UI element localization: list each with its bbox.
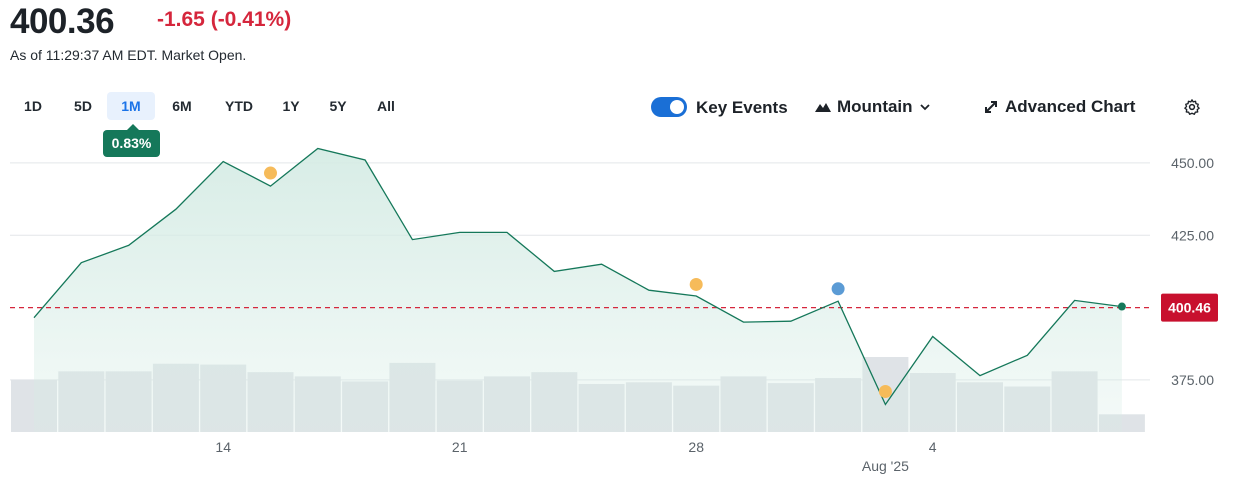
y-tick-label: 375.00: [1171, 372, 1214, 388]
price-change: -1.65 (-0.41%): [157, 8, 292, 31]
range-change-badge: 0.83%: [103, 124, 160, 157]
volume-bar: [815, 378, 862, 432]
range-tab-5y[interactable]: 5Y: [329, 98, 347, 114]
last-price-dot: [1117, 302, 1126, 311]
volume-bar: [294, 376, 341, 432]
volume-bar: [200, 364, 247, 432]
volume-bar: [531, 372, 578, 432]
advanced-chart-button[interactable]: Advanced Chart: [983, 97, 1135, 117]
volume-bar: [389, 362, 436, 432]
price-area-fill: [34, 148, 1122, 432]
chart-type-label: Mountain: [837, 97, 913, 116]
volume-bar: [957, 382, 1003, 432]
key-events-label[interactable]: Key Events: [696, 98, 788, 117]
volume-bar: [673, 385, 720, 432]
volume-bar: [862, 357, 909, 432]
range-tab-all[interactable]: All: [377, 98, 395, 114]
range-tab-1y[interactable]: 1Y: [282, 98, 300, 114]
range-tab-6m[interactable]: 6M: [172, 98, 192, 114]
volume-bar: [1004, 386, 1051, 432]
price-line: [33, 147, 1122, 406]
volume-bar: [11, 379, 57, 432]
last-price-tag: [1161, 293, 1218, 322]
key-event-marker[interactable]: [264, 166, 277, 180]
current-price: 400.36: [10, 2, 115, 41]
volume-bar: [909, 373, 956, 432]
y-tick-label: 425.00: [1171, 227, 1214, 243]
range-tab-1d[interactable]: 1D: [24, 98, 42, 114]
volume-bar: [247, 372, 294, 432]
range-tab-1m[interactable]: 1M: [107, 92, 155, 120]
settings-button[interactable]: [1183, 98, 1201, 121]
chevron-down-icon: [919, 104, 930, 111]
toggle-knob: [670, 100, 684, 114]
volume-bar: [58, 371, 105, 432]
advanced-chart-label: Advanced Chart: [1005, 97, 1136, 116]
volume-bar: [1098, 414, 1145, 432]
x-month-label: Aug '25: [862, 458, 909, 474]
expand-icon: [985, 101, 997, 113]
key-event-marker[interactable]: [878, 384, 892, 398]
volume-bar: [625, 382, 672, 432]
range-tab-5d[interactable]: 5D: [74, 98, 92, 114]
key-event-marker[interactable]: [831, 282, 845, 296]
volume-bar: [767, 383, 814, 432]
x-tick-label: 4: [929, 439, 937, 455]
last-price-label: 400.46: [1168, 300, 1211, 316]
chart-type-dropdown[interactable]: Mountain: [815, 97, 931, 117]
market-status-text: As of 11:29:37 AM EDT. Market Open.: [10, 47, 247, 63]
key-event-marker[interactable]: [689, 277, 703, 291]
y-tick-label: 450.00: [1171, 155, 1214, 171]
x-tick-label: 14: [215, 439, 231, 455]
mountain-icon: [815, 103, 831, 112]
range-tab-ytd[interactable]: YTD: [225, 98, 253, 114]
x-tick-label: 21: [452, 439, 468, 455]
volume-bar: [105, 371, 152, 432]
volume-bar: [152, 363, 199, 432]
volume-bar: [578, 383, 625, 432]
key-events-toggle[interactable]: [651, 97, 687, 117]
gear-icon: [1184, 99, 1200, 115]
volume-bar: [484, 376, 530, 432]
volume-bar: [436, 380, 483, 432]
x-tick-label: 28: [688, 439, 704, 455]
volume-bar: [342, 381, 389, 432]
volume-bar: [1051, 371, 1098, 432]
volume-bar: [720, 376, 767, 432]
